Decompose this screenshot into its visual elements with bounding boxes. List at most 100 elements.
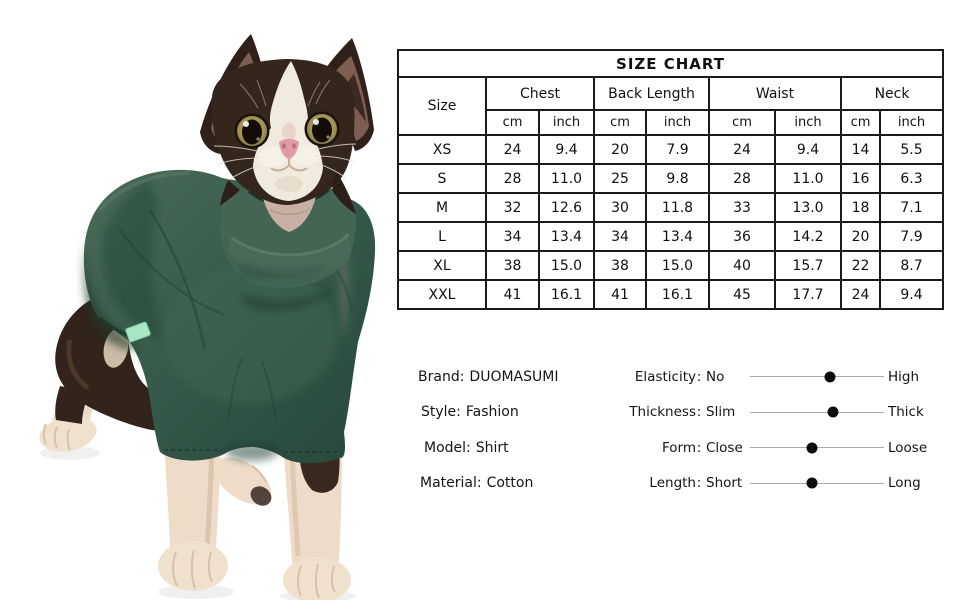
- measurement-cell: 13.4: [538, 221, 595, 252]
- size-chart-table: SIZE CHART Size Chest Back Length Waist …: [396, 49, 945, 310]
- measurement-cell: 15.0: [538, 250, 595, 281]
- measurement-cell: 20: [593, 134, 647, 165]
- measurement-cell: 45: [708, 279, 776, 310]
- cat-whiskers: [213, 79, 357, 181]
- measurement-cell: 9.4: [538, 134, 595, 165]
- measurement-cell: 16.1: [645, 279, 710, 310]
- measurement-cell: 7.1: [878, 192, 945, 223]
- length-colon: :: [696, 475, 702, 492]
- info-row-material: Material: Cotton: [418, 466, 558, 502]
- elasticity-colon: :: [696, 368, 702, 385]
- measurement-cell: 11.0: [538, 163, 595, 194]
- size-cell: XL: [397, 250, 487, 281]
- brand-label: Brand:: [418, 368, 465, 385]
- attr-row-form: Form : Close Loose: [622, 430, 940, 466]
- length-label: Length: [649, 475, 696, 492]
- measurement-cell: 15.0: [645, 250, 710, 281]
- measurement-cell: 32: [485, 192, 540, 223]
- measurement-cell: 28: [708, 163, 776, 194]
- cat-hind-leg: [55, 293, 173, 431]
- measurement-cell: 34: [485, 221, 540, 252]
- col-header-neck: Neck: [839, 76, 945, 111]
- thickness-min-label: Slim: [706, 404, 736, 421]
- unit-cell: cm: [708, 109, 776, 136]
- measurement-cell: 14.2: [774, 221, 842, 252]
- thickness-scale-dot: [827, 406, 839, 418]
- elasticity-min-label: No: [706, 368, 725, 385]
- size-row-l: L 34 13.4 34 13.4 36 14.2 20 7.9: [397, 221, 945, 252]
- measurement-cell: 41: [485, 279, 540, 310]
- unit-cell: inch: [645, 109, 710, 136]
- measurement-cell: 12.6: [538, 192, 595, 223]
- length-min-label: Short: [706, 475, 743, 492]
- col-header-chest: Chest: [485, 76, 595, 111]
- size-row-xxl: XXL 41 16.1 41 16.1 45 17.7 24 9.4: [397, 279, 945, 310]
- measurement-cell: 7.9: [878, 221, 945, 252]
- group-header-row: Size Chest Back Length Waist Neck: [397, 76, 945, 136]
- model-label: Model:: [424, 439, 471, 456]
- size-cell: M: [397, 192, 487, 223]
- measurement-cell: 7.9: [645, 134, 710, 165]
- elasticity-max-label: High: [888, 368, 920, 385]
- elasticity-scale-dot: [824, 371, 836, 383]
- measurement-cell: 25: [593, 163, 647, 194]
- cat-collar-fold: [229, 233, 352, 283]
- material-label: Material:: [420, 475, 482, 492]
- model-value: Shirt: [475, 439, 509, 456]
- form-colon: :: [696, 439, 702, 456]
- style-label: Style:: [421, 404, 461, 421]
- size-cell: S: [397, 163, 487, 194]
- size-cell: XS: [397, 134, 487, 165]
- measurement-cell: 13.0: [774, 192, 842, 223]
- size-cell: XXL: [397, 279, 487, 310]
- elasticity-scale-track: [750, 371, 884, 383]
- info-row-brand: Brand: DUOMASUMI: [418, 359, 558, 395]
- cat-raised-paw: [214, 457, 272, 506]
- attr-row-elasticity: Elasticity : No High: [622, 359, 940, 395]
- form-label: Form: [661, 439, 696, 456]
- measurement-cell: 36: [708, 221, 776, 252]
- elasticity-label: Elasticity: [634, 368, 696, 385]
- style-value: Fashion: [465, 404, 519, 421]
- cat-photo: [39, 34, 376, 600]
- brand-value: DUOMASUMI: [469, 368, 559, 385]
- size-row-xs: XS 24 9.4 20 7.9 24 9.4 14 5.5: [397, 134, 945, 165]
- measurement-cell: 24: [708, 134, 776, 165]
- info-row-style: Style: Fashion: [418, 395, 558, 431]
- size-row-s: S 28 11.0 25 9.8 28 11.0 16 6.3: [397, 163, 945, 194]
- measurement-cell: 24: [840, 279, 881, 310]
- size-row-xl: XL 38 15.0 38 15.0 40 15.7 22 8.7: [397, 250, 945, 281]
- col-header-back-length: Back Length: [593, 76, 710, 111]
- measurement-cell: 11.0: [774, 163, 842, 194]
- thickness-label: Thickness: [629, 404, 696, 421]
- cat-front-left-leg: [158, 440, 228, 591]
- measurement-cell: 15.7: [774, 250, 842, 281]
- attr-row-thickness: Thickness : Slim Thick: [622, 395, 940, 431]
- measurement-cell: 20: [840, 221, 881, 252]
- attribute-scales: Elasticity : No High Thickness : Slim Th…: [622, 359, 940, 501]
- product-info: Brand: DUOMASUMI Style: Fashion Model: S…: [418, 359, 558, 501]
- unit-cell: inch: [774, 109, 842, 136]
- measurement-cell: 17.7: [774, 279, 842, 310]
- form-max-label: Loose: [888, 439, 928, 456]
- size-chart-title: SIZE CHART: [396, 49, 945, 78]
- measurement-cell: 18: [840, 192, 881, 223]
- measurement-cell: 16.1: [538, 279, 595, 310]
- table-title-row: SIZE CHART: [396, 49, 945, 78]
- cat-nose: [270, 123, 308, 172]
- col-header-size: Size: [397, 76, 487, 136]
- cat-head: [200, 34, 374, 214]
- measurement-cell: 11.8: [645, 192, 710, 223]
- length-scale-dot: [806, 477, 818, 489]
- measurement-cell: 6.3: [878, 163, 945, 194]
- measurement-cell: 28: [485, 163, 540, 194]
- measurement-cell: 38: [485, 250, 540, 281]
- thickness-scale-track: [750, 406, 884, 418]
- attr-row-length: Length : Short Long: [622, 466, 940, 502]
- form-scale-track: [750, 442, 884, 454]
- form-scale-dot: [806, 442, 818, 454]
- cat-eyes: [234, 111, 340, 149]
- measurement-cell: 24: [485, 134, 540, 165]
- col-header-waist: Waist: [708, 76, 842, 111]
